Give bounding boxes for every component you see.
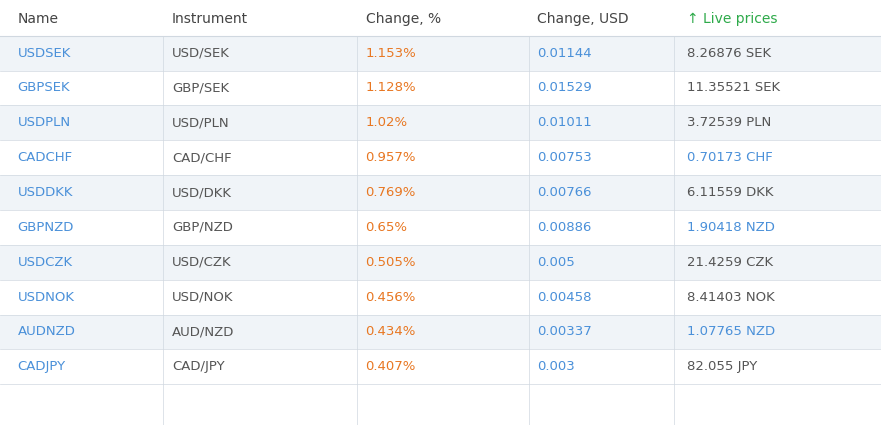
Text: 1.90418 NZD: 1.90418 NZD — [687, 221, 775, 234]
Text: 1.07765 NZD: 1.07765 NZD — [687, 326, 775, 338]
Text: 8.26876 SEK: 8.26876 SEK — [687, 47, 771, 60]
Text: GBP/SEK: GBP/SEK — [172, 82, 229, 94]
Text: USDNOK: USDNOK — [18, 291, 75, 303]
Text: GBP/NZD: GBP/NZD — [172, 221, 233, 234]
Text: USD/SEK: USD/SEK — [172, 47, 230, 60]
Text: Change, %: Change, % — [366, 12, 440, 26]
Text: 0.407%: 0.407% — [366, 360, 416, 373]
Text: 1.128%: 1.128% — [366, 82, 416, 94]
Text: USDPLN: USDPLN — [18, 116, 70, 129]
Text: 21.4259 CZK: 21.4259 CZK — [687, 256, 774, 269]
FancyBboxPatch shape — [0, 71, 881, 105]
Text: USDSEK: USDSEK — [18, 47, 71, 60]
FancyBboxPatch shape — [0, 36, 881, 71]
Text: 11.35521 SEK: 11.35521 SEK — [687, 82, 781, 94]
Text: Change, USD: Change, USD — [537, 12, 629, 26]
Text: 6.11559 DKK: 6.11559 DKK — [687, 186, 774, 199]
Text: Instrument: Instrument — [172, 12, 248, 26]
Text: 8.41403 NOK: 8.41403 NOK — [687, 291, 775, 303]
FancyBboxPatch shape — [0, 210, 881, 245]
Text: 0.00337: 0.00337 — [537, 326, 592, 338]
Text: ↑ Live prices: ↑ Live prices — [687, 12, 778, 26]
Text: USD/NOK: USD/NOK — [172, 291, 233, 303]
Text: 0.00886: 0.00886 — [537, 221, 592, 234]
Text: 0.01529: 0.01529 — [537, 82, 592, 94]
Text: 0.005: 0.005 — [537, 256, 575, 269]
Text: USDCZK: USDCZK — [18, 256, 73, 269]
Text: 0.456%: 0.456% — [366, 291, 416, 303]
FancyBboxPatch shape — [0, 245, 881, 280]
Text: Name: Name — [18, 12, 59, 26]
Text: GBPSEK: GBPSEK — [18, 82, 70, 94]
FancyBboxPatch shape — [0, 2, 881, 37]
Text: 3.72539 PLN: 3.72539 PLN — [687, 116, 772, 129]
FancyBboxPatch shape — [0, 280, 881, 314]
Text: CAD/CHF: CAD/CHF — [172, 151, 232, 164]
Text: AUD/NZD: AUD/NZD — [172, 326, 234, 338]
Text: 0.00753: 0.00753 — [537, 151, 592, 164]
Text: 0.505%: 0.505% — [366, 256, 416, 269]
Text: CADJPY: CADJPY — [18, 360, 66, 373]
Text: 82.055 JPY: 82.055 JPY — [687, 360, 758, 373]
Text: USDDKK: USDDKK — [18, 186, 73, 199]
Text: CAD/JPY: CAD/JPY — [172, 360, 225, 373]
Text: 0.70173 CHF: 0.70173 CHF — [687, 151, 773, 164]
Text: USD/PLN: USD/PLN — [172, 116, 229, 129]
Text: 0.769%: 0.769% — [366, 186, 416, 199]
FancyBboxPatch shape — [0, 140, 881, 175]
Text: CADCHF: CADCHF — [18, 151, 73, 164]
Text: 0.957%: 0.957% — [366, 151, 416, 164]
Text: 0.003: 0.003 — [537, 360, 575, 373]
Text: 0.00458: 0.00458 — [537, 291, 592, 303]
Text: GBPNZD: GBPNZD — [18, 221, 74, 234]
Text: 0.01144: 0.01144 — [537, 47, 592, 60]
FancyBboxPatch shape — [0, 349, 881, 384]
Text: 0.01011: 0.01011 — [537, 116, 592, 129]
Text: 1.153%: 1.153% — [366, 47, 417, 60]
FancyBboxPatch shape — [0, 175, 881, 210]
Text: AUDNZD: AUDNZD — [18, 326, 76, 338]
Text: USD/DKK: USD/DKK — [172, 186, 232, 199]
FancyBboxPatch shape — [0, 105, 881, 140]
Text: 0.434%: 0.434% — [366, 326, 416, 338]
Text: 0.00766: 0.00766 — [537, 186, 592, 199]
Text: USD/CZK: USD/CZK — [172, 256, 232, 269]
FancyBboxPatch shape — [0, 314, 881, 349]
Text: 1.02%: 1.02% — [366, 116, 408, 129]
Text: 0.65%: 0.65% — [366, 221, 408, 234]
